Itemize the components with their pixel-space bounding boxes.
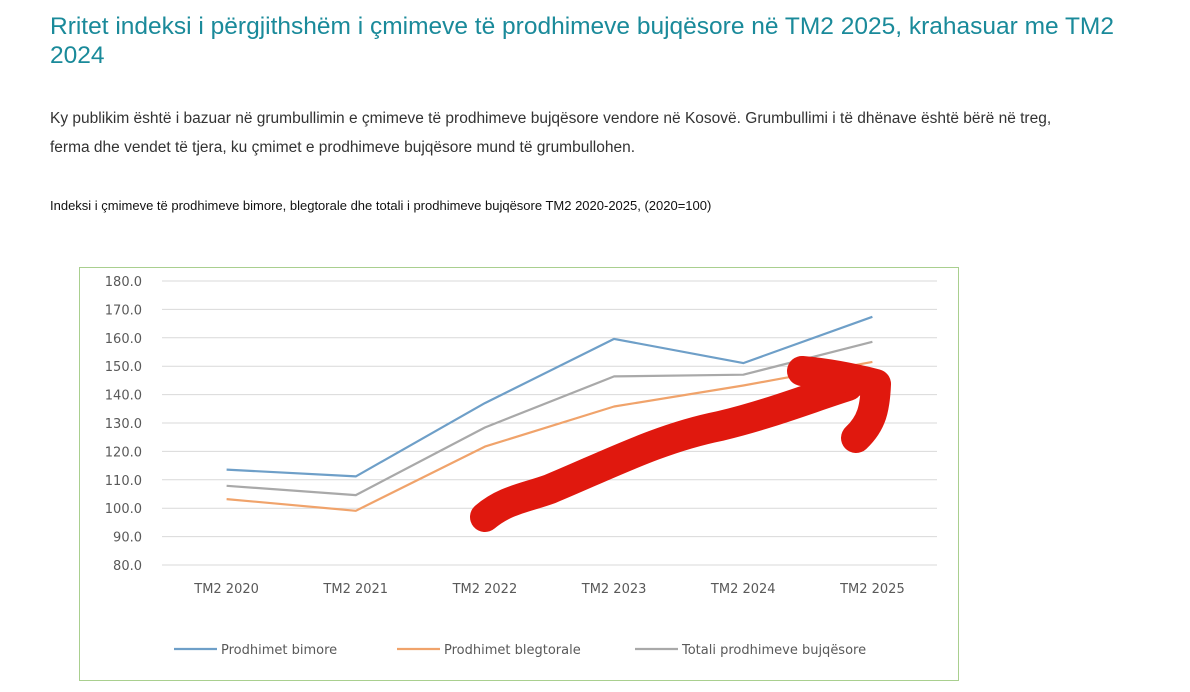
y-tick-label: 80.0 [113, 559, 142, 574]
y-tick-label: 110.0 [105, 474, 142, 489]
x-tick-label: TM2 2020 [193, 582, 259, 597]
y-tick-label: 180.0 [105, 275, 142, 290]
x-tick-label: TM2 2022 [452, 582, 518, 597]
legend-label: Prodhimet bimore [221, 643, 337, 658]
y-tick-label: 130.0 [105, 417, 142, 432]
series-lines [226, 315, 873, 512]
intro-line-1: Ky publikim është i bazuar në grumbullim… [50, 110, 1052, 127]
y-tick-label: 120.0 [105, 445, 142, 460]
chart-caption: Indeksi i çmimeve të prodhimeve bimore, … [50, 198, 712, 213]
intro-line-2: ferma dhe vendet të tjera, ku çmimet e p… [50, 139, 636, 156]
line-chart: 180.0 170.0 160.0 150.0 140.0 130.0 120.0 110.0… [105, 275, 937, 658]
y-tick-label: 160.0 [105, 332, 142, 347]
grid-lines [162, 280, 937, 566]
intro-paragraph: Ky publikim është i bazuar në grumbullim… [50, 104, 1150, 162]
series-line-3 [226, 340, 873, 497]
y-tick-label: 90.0 [113, 531, 142, 546]
arrow-shaft [470, 371, 863, 532]
legend-label: Prodhimet blegtorale [444, 643, 581, 658]
x-tick-label: TM2 2025 [839, 582, 905, 597]
y-tick-label: 170.0 [105, 303, 142, 318]
chart-frame: 180.0 170.0 160.0 150.0 140.0 130.0 120.0 110.0… [79, 267, 959, 681]
y-tick-label: 100.0 [105, 502, 142, 517]
y-axis-ticks: 180.0 170.0 160.0 150.0 140.0 130.0 120.0 110.0… [105, 275, 142, 574]
series-line-2 [226, 360, 873, 512]
y-tick-label: 150.0 [105, 360, 142, 375]
series-line-1 [226, 315, 873, 478]
x-tick-label: TM2 2023 [581, 582, 647, 597]
x-tick-label: TM2 2024 [710, 582, 776, 597]
red-arrow-annotation [470, 356, 891, 532]
x-axis-ticks: TM2 2020 TM2 2021 TM2 2022 TM2 2023 TM2 2024… [193, 582, 904, 597]
page-title: Rritet indeksi i përgjithshëm i çmimeve … [50, 13, 1114, 69]
chart-legend: Prodhimet bimore Prodhimet blegtorale Tota… [174, 643, 866, 658]
y-tick-label: 140.0 [105, 389, 142, 404]
legend-label: Totali prodhimeve bujqësore [681, 643, 866, 658]
arrow-head [787, 356, 891, 453]
x-tick-label: TM2 2021 [322, 582, 388, 597]
